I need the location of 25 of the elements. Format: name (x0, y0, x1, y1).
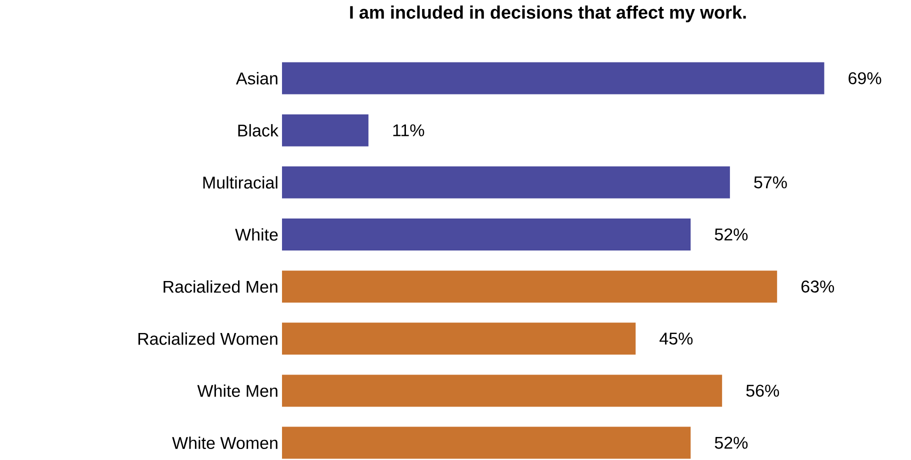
data-label: 69% (848, 72, 882, 84)
data-label: 56% (746, 384, 780, 397)
bar (282, 426, 691, 459)
data-label: 52% (714, 228, 748, 241)
bar (282, 270, 778, 303)
y-tick-label: Racialized Women (138, 332, 278, 345)
y-tick-label: Multiracial (203, 176, 278, 189)
data-label: 63% (801, 280, 834, 293)
data-label: 45% (660, 332, 693, 345)
bar (282, 114, 368, 146)
data-label: 57% (754, 176, 787, 188)
chart-title: I am included in decisions that affect my work. (350, 6, 746, 22)
y-tick-label: Black (238, 124, 278, 137)
bar (282, 322, 636, 355)
data-label: 11% (393, 124, 424, 136)
bar (282, 166, 730, 198)
y-tick-label: Racialized Men (164, 280, 278, 293)
bar (282, 374, 722, 407)
y-tick-label: White Women (172, 436, 278, 450)
data-label: 52% (714, 436, 748, 449)
bar (282, 62, 824, 94)
y-tick-label: White Men (197, 384, 278, 397)
y-tick-label: White (235, 228, 278, 241)
y-tick-label: Asian (236, 72, 278, 84)
bar (282, 218, 691, 250)
